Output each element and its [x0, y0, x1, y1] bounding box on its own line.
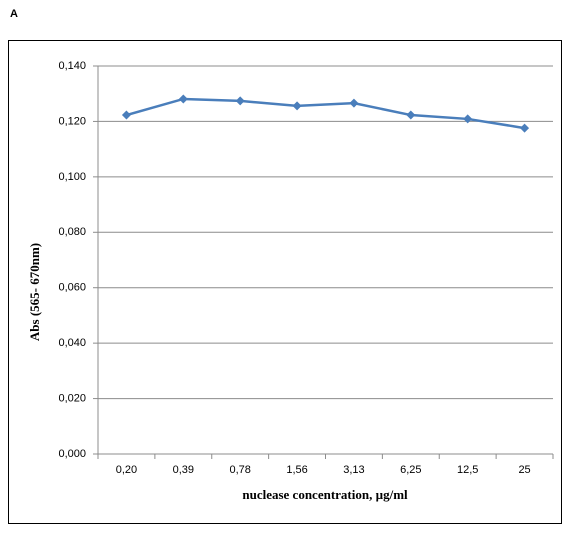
x-axis-title: nuclease concentration, µg/ml: [242, 487, 408, 502]
panel-label: A: [10, 8, 18, 20]
data-point: [406, 110, 416, 120]
data-point: [178, 94, 188, 104]
x-tick-label: 1,56: [286, 464, 307, 476]
x-tick-label: 25: [518, 464, 530, 476]
data-point: [121, 110, 131, 120]
y-tick-label: 0,080: [58, 226, 86, 238]
data-point: [292, 101, 302, 111]
y-axis-title: Abs (565- 670nm): [27, 243, 42, 341]
y-tick-label: 0,120: [58, 115, 86, 127]
x-tick-label: 0,39: [173, 464, 194, 476]
data-point: [349, 98, 359, 108]
x-tick-label: 0,20: [116, 464, 137, 476]
x-tick-label: 0,78: [229, 464, 250, 476]
x-tick-label: 12,5: [457, 464, 478, 476]
y-tick-label: 0,100: [58, 171, 86, 183]
y-tick-label: 0,000: [58, 448, 86, 460]
y-tick-label: 0,140: [58, 60, 86, 72]
chart-border: [8, 40, 562, 524]
data-point: [235, 96, 245, 106]
y-tick-label: 0,040: [58, 337, 86, 349]
series-line: [126, 97, 525, 130]
y-tick-label: 0,060: [58, 282, 86, 294]
x-tick-label: 3,13: [343, 464, 364, 476]
x-tick-label: 6,25: [400, 464, 421, 476]
data-point: [520, 123, 530, 133]
data-point: [463, 114, 473, 124]
y-tick-label: 0,020: [58, 392, 86, 404]
